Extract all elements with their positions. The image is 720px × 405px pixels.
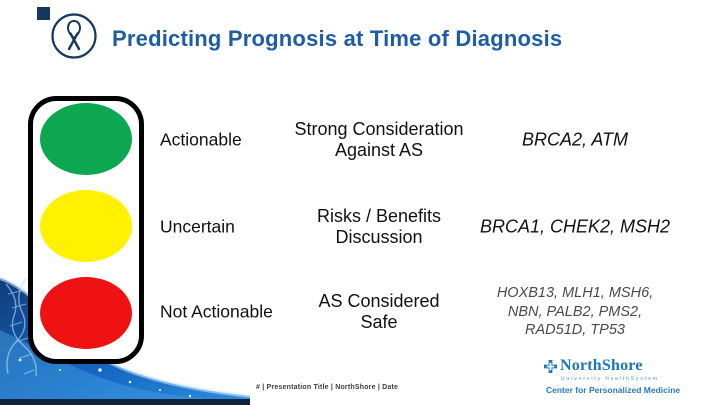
table-row-uncertain: Uncertain Risks / Benefits Discussion BR… [0, 199, 720, 255]
row-genes: HOXB13, MLH1, MSH6, NBN, PALB2, PMS2, RA… [496, 285, 654, 339]
row-consideration: Strong Consideration Against AS [294, 119, 464, 160]
table-row-not-actionable: Not Actionable AS Considered Safe HOXB13… [0, 280, 720, 344]
corner-accent-square [37, 7, 50, 20]
northshore-logo: NorthShore University HealthSystem Cente… [544, 358, 719, 395]
logo-name: NorthShore [560, 357, 643, 374]
row-label: Uncertain [160, 216, 235, 237]
row-label: Actionable [160, 129, 242, 150]
medical-cross-icon [544, 359, 557, 373]
awareness-ribbon-icon [51, 13, 97, 59]
table-row-actionable: Actionable Strong Consideration Against … [0, 112, 720, 168]
page-title: Predicting Prognosis at Time of Diagnosi… [112, 26, 563, 51]
footer-placeholder-text: # | Presentation Title | NorthShore | Da… [256, 384, 399, 391]
green-light [40, 103, 132, 175]
traffic-light-graphic [28, 96, 144, 364]
red-light [40, 277, 132, 349]
row-consideration: Risks / Benefits Discussion [316, 206, 442, 247]
row-label: Not Actionable [160, 301, 273, 322]
row-consideration: AS Considered Safe [318, 291, 440, 332]
logo-subtitle: Center for Personalized Medicine [546, 385, 681, 395]
row-genes: BRCA1, CHEK2, MSH2 [479, 216, 671, 237]
logo-tagline: University HealthSystem [561, 376, 659, 382]
yellow-light [40, 190, 132, 262]
row-genes: BRCA2, ATM [521, 129, 628, 150]
